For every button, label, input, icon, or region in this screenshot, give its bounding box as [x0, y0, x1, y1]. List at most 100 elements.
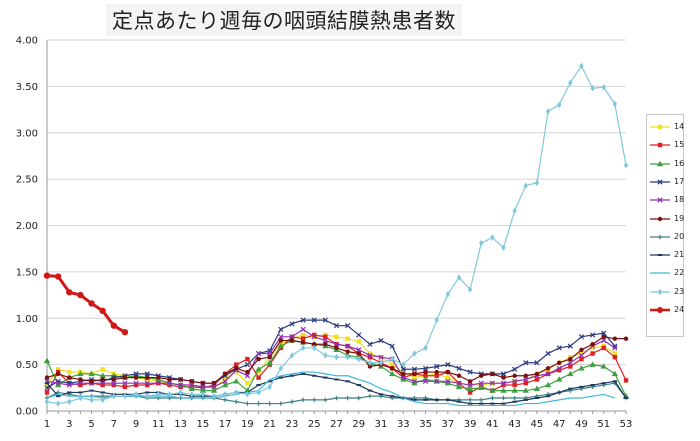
data-point [278, 401, 284, 406]
data-point [55, 400, 61, 407]
data-point [78, 382, 83, 388]
legend-swatch [650, 288, 670, 295]
data-point [412, 375, 417, 380]
data-point [44, 375, 50, 380]
x-tick-label: 11 [152, 419, 165, 430]
data-point [111, 377, 117, 382]
data-point [133, 371, 139, 377]
data-point [244, 362, 251, 368]
data-point [345, 349, 350, 354]
y-tick-label: 1.50 [16, 267, 38, 278]
legend-swatch [650, 179, 670, 185]
data-point [334, 345, 339, 351]
data-point [611, 370, 619, 377]
data-point [579, 356, 584, 362]
data-point [512, 378, 518, 384]
data-point [434, 369, 439, 375]
data-point [189, 391, 194, 398]
data-point [67, 398, 72, 405]
data-point [312, 397, 317, 403]
data-point [200, 391, 206, 398]
data-point [267, 401, 272, 406]
legend-item-24: 24 [647, 304, 685, 316]
data-point [378, 337, 384, 344]
data-point [501, 382, 506, 388]
data-point [312, 332, 317, 338]
data-point [367, 364, 373, 369]
data-point [567, 360, 573, 366]
data-point [234, 389, 239, 396]
data-point [579, 351, 584, 356]
legend-marker [656, 160, 664, 166]
series-17 [44, 317, 618, 391]
data-point [601, 330, 607, 336]
legend-marker [657, 216, 663, 221]
data-point [489, 380, 496, 386]
data-point [334, 354, 339, 361]
data-point [289, 352, 295, 359]
data-point [200, 380, 206, 386]
data-point [467, 369, 473, 375]
data-point [590, 345, 595, 351]
data-point [44, 382, 50, 388]
data-point [234, 369, 239, 375]
data-point [478, 384, 485, 391]
x-tick-label: 47 [553, 419, 566, 430]
data-point [367, 351, 373, 356]
data-point [188, 385, 195, 391]
data-point [222, 397, 228, 403]
series-19 [44, 334, 629, 386]
x-tick-label: 7 [111, 419, 117, 430]
data-point [490, 371, 495, 377]
legend-swatch [650, 216, 670, 221]
data-point [501, 244, 506, 251]
data-point [156, 391, 161, 398]
data-point [523, 376, 529, 383]
data-point [356, 355, 361, 363]
data-point [121, 328, 129, 336]
legend-label: 18 [674, 195, 685, 205]
data-point [578, 352, 585, 358]
data-point [356, 395, 361, 401]
series-line-22 [46, 371, 616, 407]
legend-label: 23 [674, 286, 685, 296]
data-point [356, 347, 362, 353]
data-point [255, 366, 262, 372]
data-point [467, 397, 473, 403]
data-point [311, 334, 317, 340]
data-point [545, 371, 551, 377]
x-tick-label: 35 [419, 419, 432, 430]
data-point [234, 399, 239, 404]
data-point [323, 352, 328, 359]
data-point [55, 367, 61, 372]
data-point [278, 365, 284, 372]
data-point [245, 356, 250, 362]
data-point [189, 382, 195, 388]
data-point [612, 345, 618, 351]
y-tick-label: 3.50 [16, 82, 38, 93]
legend-item-21: 21 [647, 249, 685, 261]
data-point [277, 342, 285, 349]
data-point [367, 341, 373, 347]
data-point [300, 332, 306, 338]
data-point [178, 389, 183, 396]
data-point [545, 366, 551, 371]
data-point [534, 377, 540, 382]
x-tick-label: 27 [330, 419, 343, 430]
legend-swatch [650, 124, 670, 130]
data-point [556, 101, 562, 109]
data-point [144, 371, 150, 377]
data-point [133, 382, 139, 388]
legend-swatch [650, 272, 670, 274]
data-point [88, 300, 95, 307]
data-point [479, 397, 484, 403]
data-point [479, 239, 484, 247]
data-point [77, 380, 84, 386]
data-point [245, 401, 250, 406]
data-point [412, 350, 417, 357]
series-20 [44, 380, 629, 406]
data-point [211, 392, 217, 400]
data-point [378, 354, 384, 360]
data-point [43, 272, 51, 279]
legend-item-20: 20 [647, 231, 685, 243]
